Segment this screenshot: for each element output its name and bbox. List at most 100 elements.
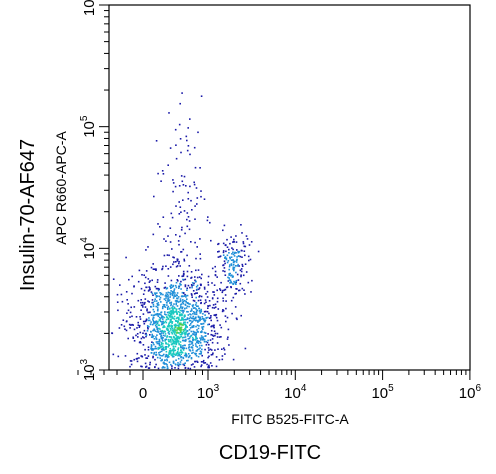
data-point: [179, 329, 181, 331]
data-point: [172, 350, 175, 353]
data-point: [157, 313, 159, 316]
data-point: [169, 351, 172, 353]
data-point: [201, 316, 204, 318]
data-point: [197, 320, 199, 322]
data-point: [205, 344, 208, 346]
data-point: [139, 341, 142, 344]
data-point: [143, 337, 145, 339]
data-point: [180, 353, 182, 356]
data-point: [152, 268, 155, 270]
data-point: [199, 299, 202, 301]
data-point: [182, 274, 185, 276]
data-point: [161, 170, 164, 172]
data-point: [167, 317, 170, 320]
data-point: [150, 345, 153, 347]
data-point: [153, 351, 156, 354]
data-point: [222, 270, 224, 272]
data-point: [198, 325, 200, 327]
data-point: [195, 311, 198, 314]
data-point: [193, 366, 196, 368]
data-point: [196, 324, 199, 327]
data-point: [191, 347, 194, 349]
data-point: [228, 252, 230, 254]
data-point: [203, 310, 206, 313]
data-point: [179, 363, 182, 366]
data-point: [157, 324, 160, 326]
data-point: [203, 338, 206, 341]
data-point: [181, 316, 183, 319]
data-point: [150, 314, 153, 316]
data-point: [194, 352, 196, 355]
data-point: [160, 311, 162, 314]
data-point: [183, 295, 186, 297]
data-point: [194, 241, 196, 244]
data-point: [192, 338, 195, 340]
data-point: [177, 341, 180, 343]
data-point: [177, 320, 179, 322]
data-point: [200, 195, 202, 198]
data-point: [157, 341, 159, 343]
data-point: [187, 303, 190, 305]
data-point: [179, 326, 181, 329]
data-point: [140, 304, 143, 307]
data-point: [249, 258, 252, 261]
data-point: [216, 319, 219, 322]
data-point: [195, 292, 197, 294]
data-point: [196, 309, 198, 312]
data-point: [232, 248, 234, 251]
data-point: [152, 342, 154, 344]
data-point: [231, 312, 233, 315]
data-point: [155, 326, 158, 328]
data-point: [159, 296, 162, 299]
data-point: [195, 333, 197, 336]
data-point: [215, 313, 218, 316]
data-point: [142, 344, 145, 346]
data-point: [170, 311, 173, 313]
data-point: [185, 185, 187, 187]
data-point: [130, 363, 133, 366]
data-point: [168, 308, 171, 310]
data-point: [162, 332, 164, 334]
data-point: [192, 333, 195, 336]
data-point: [192, 326, 195, 328]
data-point: [178, 324, 180, 327]
data-point: [180, 326, 183, 329]
data-point: [169, 302, 171, 304]
data-point: [206, 341, 209, 344]
data-point: [186, 330, 189, 332]
data-point: [200, 95, 203, 97]
data-point: [186, 289, 188, 291]
data-point: [231, 276, 234, 278]
data-point: [165, 321, 168, 324]
data-point: [216, 332, 219, 335]
data-point: [179, 344, 182, 346]
data-point: [160, 337, 163, 340]
data-point: [207, 347, 210, 349]
data-point: [144, 298, 147, 300]
data-point: [230, 299, 233, 302]
data-point: [203, 198, 206, 200]
data-point: [216, 342, 219, 344]
data-point: [179, 304, 182, 306]
data-point: [159, 328, 161, 330]
data-point: [176, 327, 179, 330]
data-point: [195, 313, 198, 316]
data-point: [172, 345, 175, 348]
data-point: [171, 216, 174, 219]
data-point: [165, 343, 167, 345]
data-point: [183, 332, 185, 335]
data-point: [193, 183, 196, 186]
data-point: [164, 355, 167, 358]
data-point: [241, 256, 243, 258]
data-point: [182, 302, 184, 305]
data-point: [187, 191, 189, 194]
data-point: [125, 256, 127, 259]
data-point: [230, 281, 233, 284]
data-point: [163, 305, 166, 308]
data-point: [174, 349, 177, 352]
data-point: [194, 313, 196, 316]
data-point: [147, 246, 149, 248]
data-point: [227, 260, 230, 262]
data-point: [166, 316, 168, 319]
data-point: [223, 267, 226, 269]
